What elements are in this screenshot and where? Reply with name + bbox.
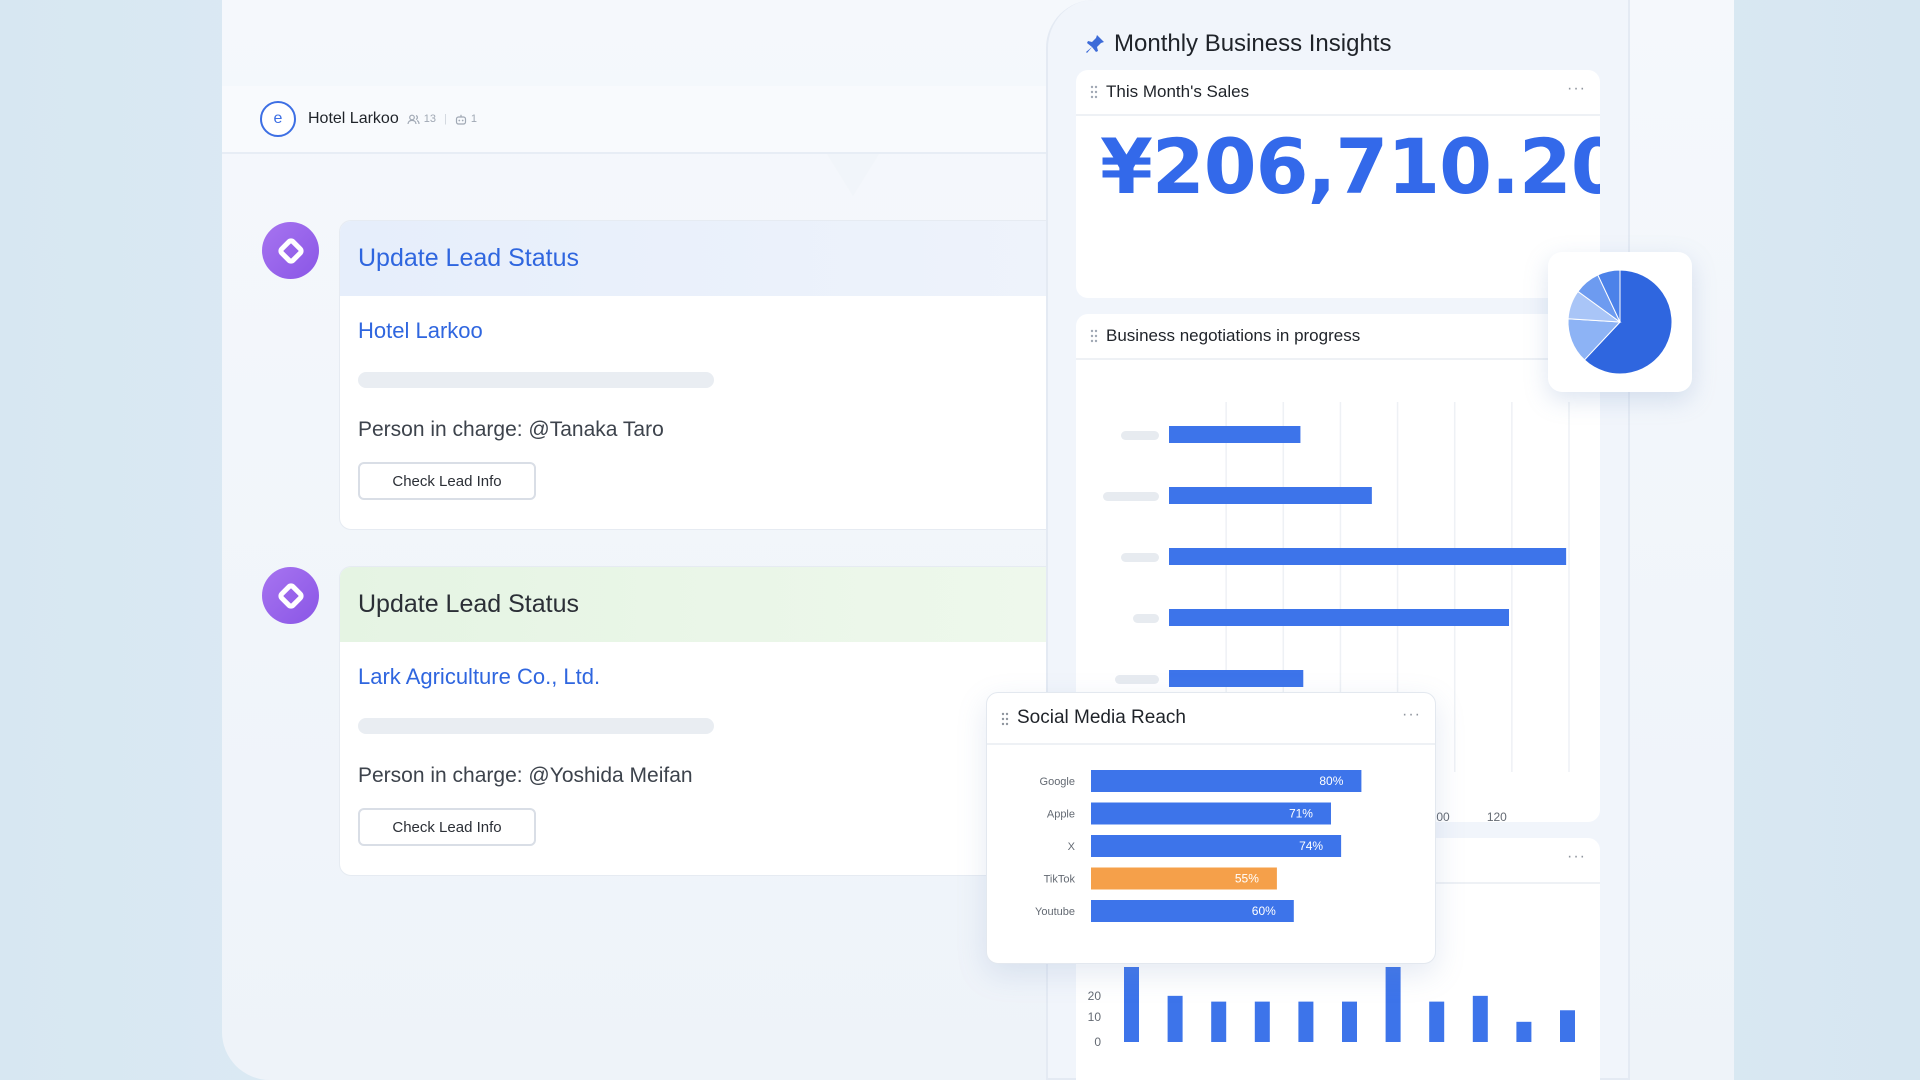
- column: [1211, 1001, 1227, 1042]
- pin-icon: [1086, 35, 1104, 53]
- widget-header: Business negotiations in progress: [1076, 314, 1600, 360]
- people-icon: [407, 114, 420, 124]
- check-lead-info-button[interactable]: Check Lead Info: [358, 462, 536, 500]
- column-chart: 20 10 0: [1088, 967, 1575, 1049]
- bar-label-placeholder: [1115, 675, 1159, 684]
- bar-label-placeholder: [1121, 553, 1159, 562]
- more-icon[interactable]: ···: [1567, 80, 1586, 97]
- card-company-link[interactable]: Lark Agriculture Co., Ltd.: [358, 664, 601, 689]
- more-icon[interactable]: ···: [1402, 706, 1421, 723]
- chat-pointer: [827, 154, 879, 196]
- pie-slice: [1597, 269, 1621, 323]
- column: [1472, 995, 1488, 1042]
- pie-chart: [1567, 269, 1673, 375]
- card-title: Update Lead Status: [340, 221, 1055, 296]
- column: [1167, 995, 1183, 1042]
- widget-title: Business negotiations in progress: [1106, 326, 1361, 345]
- data-label: 55%: [1235, 872, 1259, 886]
- chat-meta: 13 | 1: [407, 113, 477, 125]
- column: [1254, 1001, 1270, 1042]
- category-label: Youtube: [1035, 906, 1075, 918]
- widget-title: This Month's Sales: [1106, 82, 1250, 101]
- card-title: Update Lead Status: [340, 567, 1055, 642]
- bot-logo-icon: [277, 582, 304, 609]
- bot-logo-icon: [277, 237, 304, 264]
- bar-label-placeholder: [1133, 614, 1159, 623]
- chat-name[interactable]: Hotel Larkoo: [308, 110, 399, 127]
- sales-widget: This Month's Sales ··· ¥206,710.20: [1076, 70, 1600, 298]
- placeholder-bar: [358, 718, 714, 734]
- widget-title: Social Media Reach: [1017, 707, 1186, 728]
- social-chart: Google 80% Apple 71% X 74% TikTok 55% Youtube 60%: [1035, 770, 1362, 922]
- data-label: 71%: [1289, 807, 1313, 821]
- data-label: 80%: [1319, 774, 1343, 788]
- bar: [1091, 900, 1294, 922]
- column: [1429, 1001, 1445, 1042]
- category-label: Google: [1040, 776, 1075, 788]
- negotiations-chart: 100 120: [1103, 402, 1570, 822]
- bot-icon: [455, 114, 466, 125]
- bar: [1091, 867, 1277, 890]
- data-label: 60%: [1252, 904, 1276, 918]
- panel-title-text: Monthly Business Insights: [1114, 30, 1392, 57]
- card-company-link[interactable]: Hotel Larkoo: [358, 318, 483, 343]
- bot-count: 1: [470, 113, 477, 125]
- category-label: Apple: [1047, 809, 1075, 821]
- bot-avatar[interactable]: [262, 567, 319, 624]
- lead-card: Update Lead Status Hotel Larkoo Person i…: [339, 220, 1055, 530]
- category-label: TikTok: [1044, 874, 1076, 886]
- bar-label-placeholder: [1103, 492, 1159, 501]
- bar: [1169, 609, 1509, 626]
- placeholder-bar: [358, 372, 714, 388]
- lead-card: Update Lead Status Lark Agriculture Co.,…: [339, 566, 1055, 876]
- column: [1385, 967, 1401, 1042]
- bar: [1169, 670, 1304, 687]
- column: [1560, 1010, 1575, 1042]
- drag-handle-icon[interactable]: [1090, 85, 1098, 99]
- bar-label-placeholder: [1121, 431, 1159, 440]
- x-tick-label: 120: [1487, 810, 1507, 822]
- bar: [1091, 802, 1331, 825]
- widget-header: This Month's Sales ···: [1076, 70, 1600, 116]
- bar: [1169, 487, 1372, 504]
- bar: [1091, 770, 1362, 792]
- member-count: 13: [423, 113, 436, 125]
- group-avatar[interactable]: e: [260, 101, 296, 137]
- y-tick-label: 10: [1088, 1010, 1102, 1024]
- chat-header: e Hotel Larkoo 13 | 1: [222, 86, 1047, 154]
- more-icon[interactable]: ···: [1567, 848, 1586, 865]
- data-label: 74%: [1299, 839, 1323, 853]
- widget-header: Social Media Reach ···: [987, 693, 1435, 745]
- panel-title: Monthly Business Insights: [1084, 30, 1391, 58]
- column: [1342, 1001, 1357, 1042]
- pie-card: [1548, 252, 1692, 392]
- y-tick-label: 20: [1088, 989, 1102, 1003]
- column: [1298, 1001, 1314, 1042]
- social-widget: Social Media Reach ··· Google 80% Apple 71%…: [986, 692, 1436, 964]
- y-tick-label: 0: [1094, 1035, 1101, 1049]
- column: [1124, 967, 1139, 1042]
- category-label: X: [1068, 841, 1076, 853]
- bar: [1169, 548, 1567, 565]
- bot-avatar[interactable]: [262, 222, 319, 279]
- column: [1516, 1021, 1532, 1042]
- bar: [1091, 835, 1342, 857]
- check-lead-info-button[interactable]: Check Lead Info: [358, 808, 536, 846]
- person-in-charge: Person in charge: @Tanaka Taro: [358, 418, 664, 441]
- meta-divider: |: [443, 113, 447, 125]
- sales-value: ¥206,710.20: [1100, 122, 1600, 211]
- drag-handle-icon[interactable]: [1001, 712, 1009, 726]
- bar: [1169, 426, 1301, 443]
- drag-handle-icon[interactable]: [1090, 329, 1098, 343]
- pie-slice: [1583, 269, 1673, 375]
- person-in-charge: Person in charge: @Yoshida Meifan: [358, 764, 693, 787]
